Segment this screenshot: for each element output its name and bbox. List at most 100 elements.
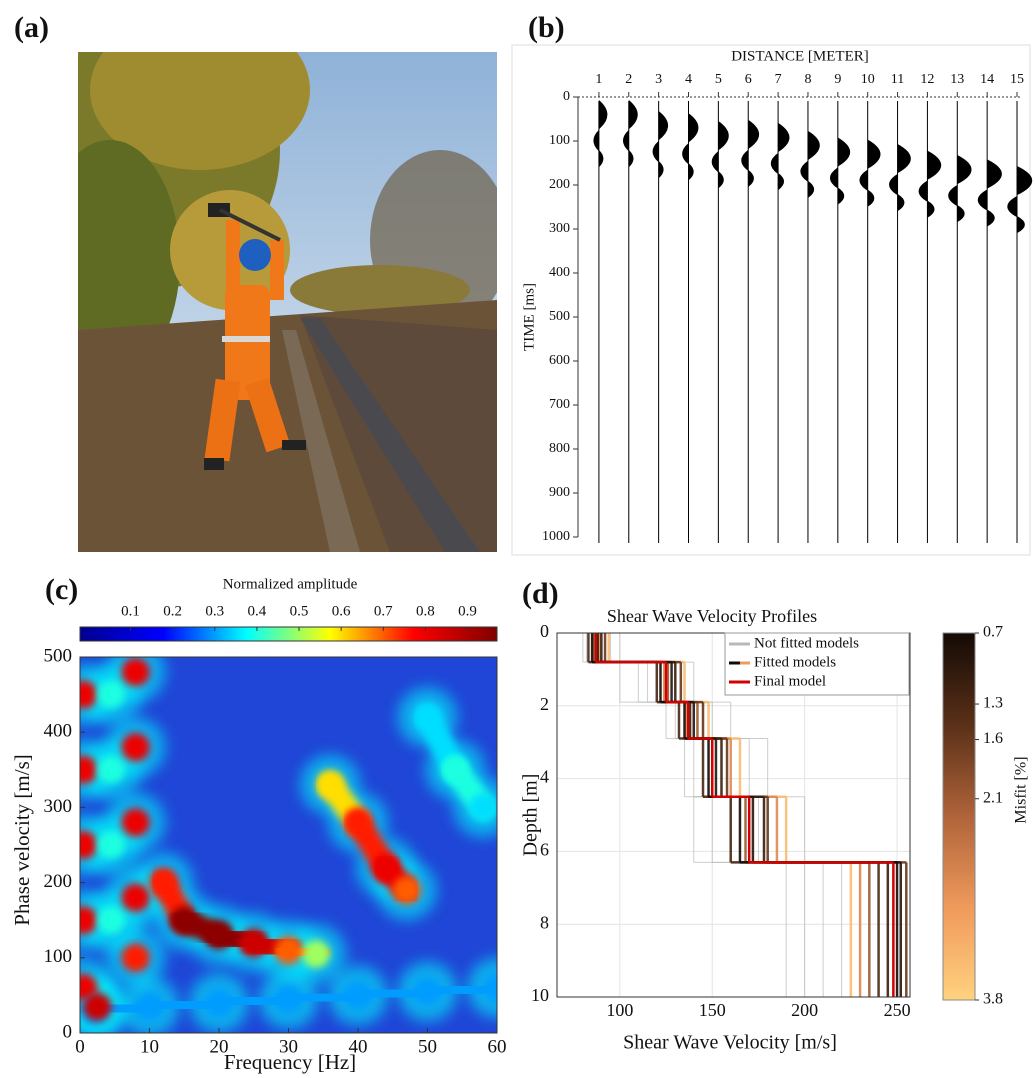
ridge-point: [69, 906, 97, 934]
chart-title: Shear Wave Velocity Profiles: [607, 606, 817, 626]
x-axis-title: DISTANCE [METER]: [731, 48, 869, 64]
first-arrival-wavelet: [860, 140, 880, 206]
ridge-point: [275, 985, 303, 1013]
legend-label: Fitted models: [754, 654, 836, 670]
ridge-point: [136, 993, 164, 1021]
y-axis-title: TIME [ms]: [521, 283, 537, 351]
first-arrival-wavelet: [771, 123, 789, 189]
first-arrival-wavelet: [712, 122, 728, 188]
colorbar-tick-label: 0.9: [458, 603, 477, 619]
colorbar-tick-label: 0.7: [374, 603, 393, 619]
panel-label: (d): [522, 577, 559, 610]
ridge-point: [97, 681, 125, 709]
ridge-point: [414, 703, 442, 731]
y-tick-label: 200: [44, 871, 73, 892]
first-arrival-wavelet: [623, 101, 637, 167]
legend-label: Not fitted models: [754, 635, 859, 651]
ridge-point: [414, 978, 442, 1006]
y-tick-label: 300: [44, 796, 73, 817]
y-tick-label: 500: [44, 645, 73, 666]
ridge-point: [316, 771, 344, 799]
y-tick-label: 700: [549, 397, 570, 412]
colorbar-tick-label: 3.8: [983, 991, 1003, 1008]
ridge-point: [205, 921, 233, 949]
x-axis-title: Frequency [Hz]: [224, 1050, 356, 1074]
y-tick-label: 2: [540, 694, 549, 714]
x-tick-label: 4: [685, 72, 692, 87]
x-tick-label: 10: [140, 1036, 159, 1057]
photo: [20, 10, 510, 552]
y-tick-label: 500: [549, 309, 570, 324]
ridge-point: [372, 854, 400, 882]
x-tick-label: 150: [699, 1000, 726, 1020]
ridge-point: [344, 981, 372, 1009]
ridge-point: [170, 906, 198, 934]
ridge-point: [83, 993, 111, 1021]
y-tick-label: 400: [44, 721, 73, 742]
x-tick-label: 100: [606, 1000, 633, 1020]
heatmap-area: [53, 642, 527, 1040]
ridge-point: [122, 944, 150, 972]
ridge-point: [97, 906, 125, 934]
y-tick-label: 100: [549, 133, 570, 148]
first-arrival-wavelet: [919, 151, 941, 217]
colorbar: [80, 627, 497, 641]
ridge-point: [122, 884, 150, 912]
y-tick-label: 0: [563, 89, 570, 104]
y-tick-label: 400: [549, 265, 570, 280]
ridge-point: [69, 681, 97, 709]
x-tick-label: 10: [861, 72, 875, 87]
ridge-point: [441, 756, 469, 784]
y-tick-label: 300: [549, 221, 570, 236]
first-arrival-wavelet: [949, 156, 971, 222]
colorbar-tick-label: 0.7: [983, 624, 1003, 641]
y-tick-label: 8: [540, 912, 549, 932]
x-tick-label: 3: [655, 72, 662, 87]
y-tick-label: 800: [549, 441, 570, 456]
figure: (a) (b) (c) (d) DISTANCE [METER]TIME [ms…: [0, 0, 1035, 1078]
legend-label: Final model: [754, 673, 826, 689]
first-arrival-wavelet: [801, 131, 819, 197]
colorbar-tick-label: 0.1: [121, 603, 140, 619]
ridge-point: [69, 756, 97, 784]
ridge-point: [122, 808, 150, 836]
ridge-point: [344, 808, 372, 836]
panel-label: (c): [45, 573, 78, 606]
colorbar-tick-label: 0.4: [248, 603, 267, 619]
first-arrival-wavelet: [1008, 167, 1032, 233]
ridge-point: [122, 658, 150, 686]
y-tick-label: 900: [549, 485, 570, 500]
y-tick-label: 200: [549, 177, 570, 192]
x-tick-label: 12: [920, 72, 934, 87]
panel-label: (a): [14, 11, 49, 44]
ridge-point: [69, 831, 97, 859]
colorbar-tick-label: 0.6: [332, 603, 351, 619]
x-tick-label: 1: [595, 72, 602, 87]
x-tick-label: 11: [891, 72, 904, 87]
x-tick-label: 14: [980, 72, 994, 87]
x-tick-label: 0: [75, 1036, 85, 1057]
y-tick-label: 1000: [542, 529, 570, 544]
y-tick-label: 0: [540, 621, 549, 641]
first-arrival-wavelet: [890, 145, 911, 211]
colorbar: [943, 633, 975, 1000]
first-arrival-wavelet: [594, 101, 607, 167]
x-tick-label: 15: [1010, 72, 1024, 87]
x-tick-label: 60: [488, 1036, 507, 1057]
first-arrival-wavelet: [978, 160, 1001, 226]
x-tick-label: 9: [834, 72, 841, 87]
ridge-point: [97, 831, 125, 859]
ridge-point: [275, 936, 303, 964]
ridge-point: [302, 940, 330, 968]
y-tick-label: 10: [531, 985, 549, 1005]
y-tick-label: 100: [44, 946, 73, 967]
ridge-point: [122, 733, 150, 761]
y-axis-title: Depth [m]: [520, 774, 542, 857]
colorbar-tick-label: 0.2: [163, 603, 182, 619]
colorbar-tick-label: 0.5: [290, 603, 309, 619]
ridge-point: [97, 756, 125, 784]
first-arrival-wavelet: [683, 114, 698, 180]
ridge-point: [149, 869, 177, 897]
ridge-point: [469, 793, 497, 821]
panel-frame: [512, 45, 1030, 555]
